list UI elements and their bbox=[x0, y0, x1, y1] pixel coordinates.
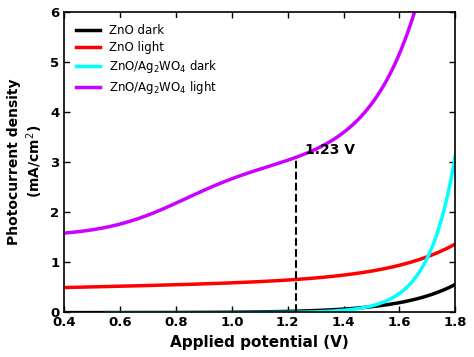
ZnO/Ag$_2$WO$_4$ dark bbox=[453, 154, 458, 158]
ZnO dark bbox=[62, 311, 67, 315]
ZnO light bbox=[330, 274, 336, 278]
ZnO light bbox=[219, 281, 225, 285]
ZnO/Ag$_2$WO$_4$ dark bbox=[374, 302, 379, 307]
X-axis label: Applied potential (V): Applied potential (V) bbox=[171, 335, 349, 350]
ZnO dark bbox=[219, 310, 225, 315]
Line: ZnO dark: ZnO dark bbox=[64, 285, 456, 313]
Line: ZnO light: ZnO light bbox=[64, 244, 456, 288]
ZnO light bbox=[101, 285, 107, 289]
ZnO/Ag$_2$WO$_4$ light bbox=[330, 138, 336, 142]
ZnO/Ag$_2$WO$_4$ light bbox=[62, 231, 67, 235]
ZnO light bbox=[62, 286, 67, 290]
ZnO dark bbox=[234, 310, 239, 314]
ZnO dark bbox=[374, 304, 379, 308]
ZnO/Ag$_2$WO$_4$ dark bbox=[234, 311, 239, 315]
ZnO/Ag$_2$WO$_4$ dark bbox=[330, 309, 336, 313]
ZnO/Ag$_2$WO$_4$ light bbox=[101, 226, 107, 230]
ZnO dark bbox=[453, 282, 458, 287]
ZnO/Ag$_2$WO$_4$ light bbox=[219, 180, 225, 185]
ZnO dark bbox=[330, 308, 336, 312]
ZnO light bbox=[374, 268, 379, 272]
ZnO/Ag$_2$WO$_4$ dark bbox=[219, 311, 225, 315]
Line: ZnO/Ag$_2$WO$_4$ dark: ZnO/Ag$_2$WO$_4$ dark bbox=[107, 156, 456, 313]
ZnO light bbox=[366, 269, 372, 273]
Y-axis label: Photocurrent density
(mA/cm$^2$): Photocurrent density (mA/cm$^2$) bbox=[7, 79, 45, 245]
Line: ZnO/Ag$_2$WO$_4$ light: ZnO/Ag$_2$WO$_4$ light bbox=[64, 0, 456, 233]
ZnO light bbox=[234, 281, 239, 285]
ZnO/Ag$_2$WO$_4$ light bbox=[234, 175, 239, 179]
ZnO/Ag$_2$WO$_4$ light bbox=[366, 105, 372, 109]
ZnO/Ag$_2$WO$_4$ dark bbox=[366, 304, 372, 308]
ZnO dark bbox=[101, 311, 107, 315]
ZnO light bbox=[453, 242, 458, 246]
Text: 1.23 V: 1.23 V bbox=[304, 143, 355, 157]
ZnO dark bbox=[366, 305, 372, 309]
Legend: ZnO dark, ZnO light, ZnO/Ag$_2$WO$_4$ dark, ZnO/Ag$_2$WO$_4$ light: ZnO dark, ZnO light, ZnO/Ag$_2$WO$_4$ da… bbox=[70, 18, 224, 102]
ZnO/Ag$_2$WO$_4$ light bbox=[374, 95, 379, 100]
